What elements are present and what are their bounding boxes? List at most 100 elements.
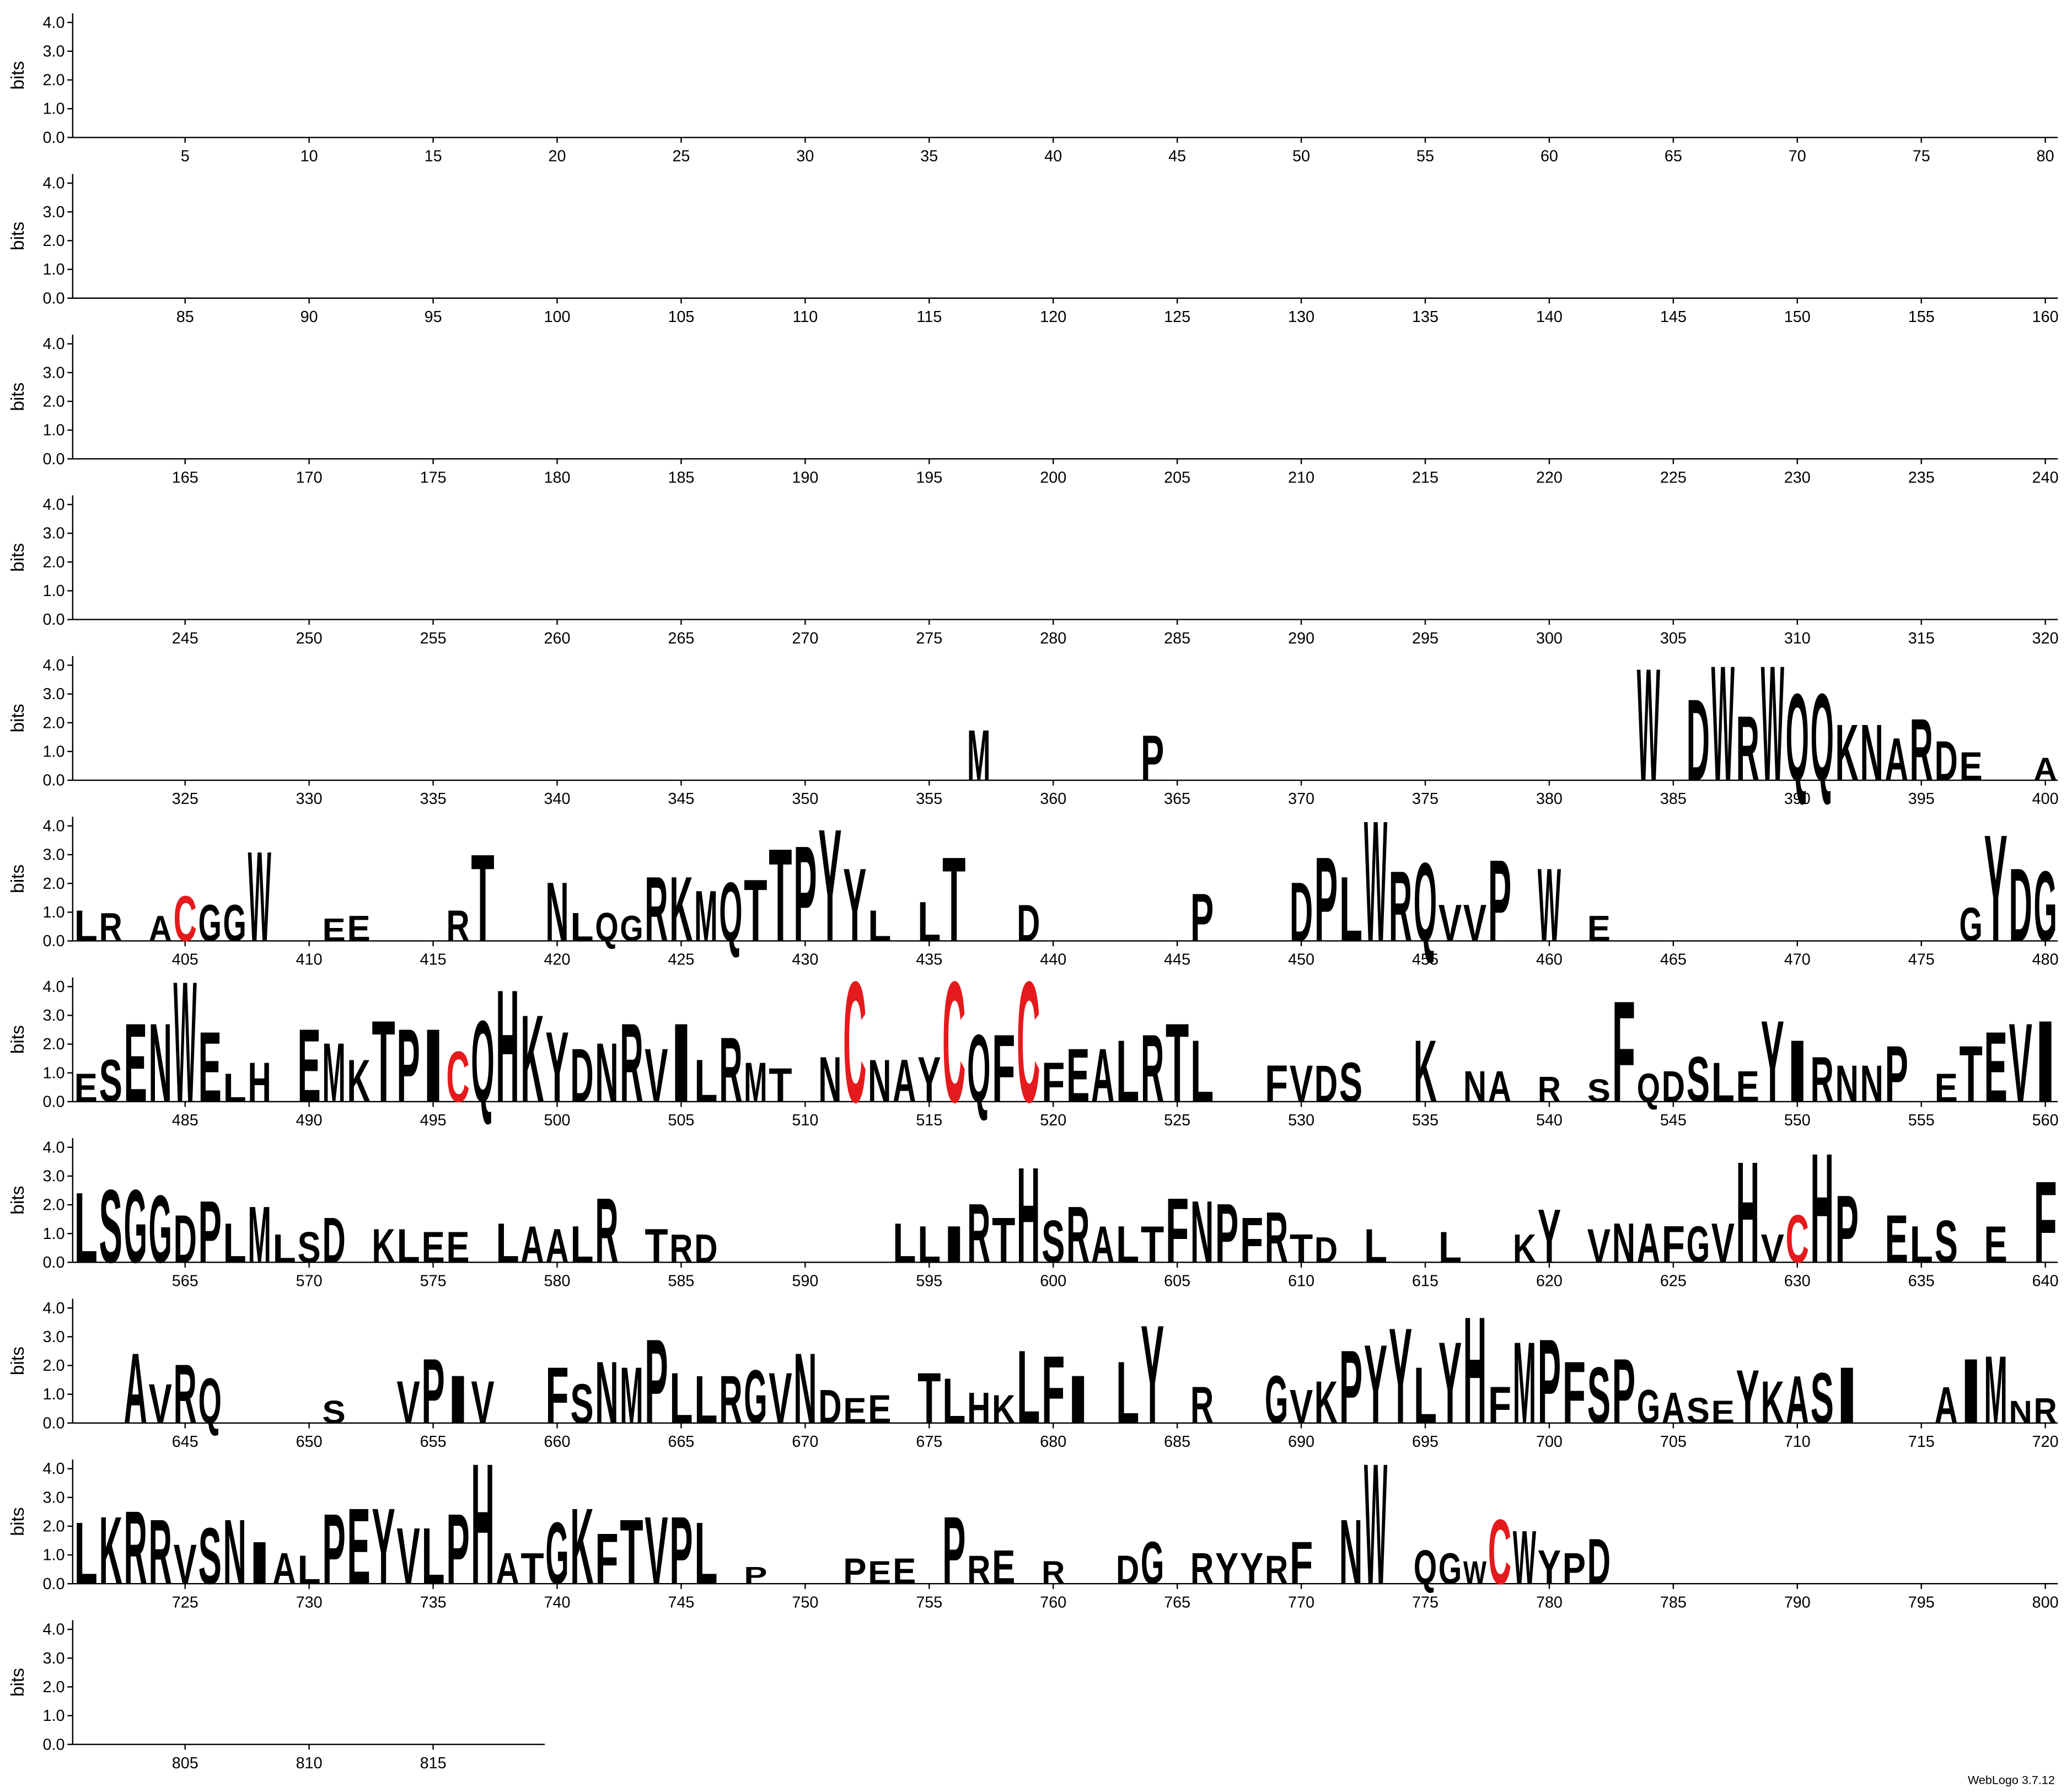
logo-letter: V: [396, 1511, 420, 1601]
logo-letter: S: [1935, 1208, 1958, 1275]
x-tick-label: 345: [668, 790, 694, 808]
x-tick-label: 150: [1784, 308, 1811, 326]
x-tick-label: 695: [1412, 1433, 1438, 1451]
logo-letter: D: [694, 1226, 717, 1271]
logo-letter: F: [1488, 1376, 1511, 1435]
logo-letter: T: [471, 828, 494, 967]
x-tick-label: 505: [668, 1112, 694, 1129]
x-tick-label: 605: [1164, 1273, 1190, 1290]
logo-letter: F: [1662, 1215, 1685, 1274]
logo-letter: E: [198, 1011, 222, 1123]
x-tick-label: 115: [916, 308, 942, 326]
x-tick-label: 125: [1164, 308, 1190, 326]
x-tick-label: 285: [1164, 630, 1190, 647]
logo-letter: K: [99, 1497, 122, 1605]
logo-letter: R: [669, 1226, 693, 1271]
logo-letter: G: [2034, 850, 2057, 962]
logo-letter: E: [1885, 1201, 1908, 1277]
logo-letter: R: [1141, 1015, 1164, 1123]
x-tick-label: 495: [420, 1112, 447, 1129]
x-tick-label: 385: [1660, 790, 1687, 808]
x-tick-label: 540: [1536, 1112, 1563, 1129]
x-tick-label: 160: [2032, 308, 2059, 326]
x-tick-label: 580: [544, 1273, 571, 1290]
logo-letter: G: [545, 1504, 568, 1602]
x-tick-label: 355: [916, 790, 942, 808]
logo-letter: Y: [1141, 1296, 1164, 1453]
x-tick-label: 330: [296, 790, 323, 808]
logo-letter: T: [942, 832, 965, 967]
y-axis-label: bits: [8, 1186, 28, 1215]
y-tick-label: 1.0: [42, 261, 65, 278]
logo-letter: P: [1190, 879, 1214, 956]
logo-letter: Q: [1637, 1066, 1660, 1110]
y-tick-label: 0.0: [42, 772, 65, 790]
logo-letter: R: [1190, 1376, 1214, 1435]
y-tick-label: 1.0: [42, 1386, 65, 1403]
x-tick-label: 45: [1168, 147, 1186, 165]
logo-letter: L: [694, 1504, 717, 1602]
logo-letter: E: [1960, 744, 1983, 789]
x-tick-label: 90: [300, 308, 318, 326]
logo-letter: C: [843, 946, 866, 1139]
y-tick-label: 2.0: [42, 875, 65, 893]
logo-letter: I: [942, 1215, 965, 1274]
x-tick-label: 650: [296, 1433, 323, 1451]
x-tick-label: 265: [668, 630, 694, 647]
logo-letter: S: [1687, 1044, 1710, 1115]
x-tick-label: 270: [792, 630, 818, 647]
logo-letter: Q: [967, 1015, 990, 1123]
x-tick-label: 775: [1412, 1594, 1438, 1611]
logo-letter: Y: [1538, 1540, 1561, 1594]
y-tick-label: 0.0: [42, 1093, 65, 1111]
logo-letter: L: [1116, 1022, 1139, 1120]
y-tick-label: 0.0: [42, 932, 65, 950]
logo-letter: L: [74, 1504, 98, 1602]
logo-letter: L: [74, 900, 98, 950]
y-tick-label: 4.0: [42, 175, 65, 192]
logo-letter: L: [496, 1211, 519, 1274]
logo-letter: L: [1364, 1219, 1387, 1273]
x-tick-label: 185: [668, 469, 694, 486]
logo-letter: D: [2009, 847, 2032, 963]
logo-letter: Y: [917, 1044, 941, 1115]
logo-letter: M: [322, 1026, 345, 1120]
logo-letter: K: [1835, 707, 1859, 797]
logo-letter: Q: [1811, 668, 1834, 807]
logo-letter: V: [1438, 894, 1462, 952]
x-tick-label: 430: [792, 951, 818, 969]
logo-letter: Y: [545, 1011, 568, 1123]
y-tick-label: 1.0: [42, 1707, 65, 1725]
x-tick-label: 455: [1412, 951, 1438, 969]
y-tick-label: 3.0: [42, 525, 65, 543]
x-tick-label: 490: [296, 1112, 323, 1129]
y-tick-label: 3.0: [42, 846, 65, 864]
logo-letter: H: [1017, 1139, 1040, 1291]
x-tick-label: 560: [2032, 1112, 2059, 1129]
x-tick-label: 50: [1292, 147, 1310, 165]
logo-letter: N: [793, 1332, 817, 1445]
x-tick-label: 250: [296, 630, 323, 647]
x-tick-label: 595: [916, 1273, 942, 1290]
logo-letter: K: [669, 857, 693, 961]
logo-letter: F: [1042, 1051, 1065, 1114]
logo-letter: S: [1687, 1391, 1710, 1431]
y-tick-label: 3.0: [42, 42, 65, 60]
logo-letter: G: [1960, 897, 1983, 951]
x-tick-label: 770: [1288, 1594, 1314, 1611]
x-tick-label: 425: [668, 951, 694, 969]
x-tick-label: 370: [1288, 790, 1314, 808]
logo-letter: P: [322, 1493, 345, 1605]
logo-letter: F: [1042, 1337, 1065, 1444]
y-tick-label: 2.0: [42, 72, 65, 89]
logo-letter: H: [1811, 1121, 1834, 1296]
logo-letter: Y: [1438, 1318, 1462, 1448]
logo-letter: N: [595, 1343, 618, 1442]
y-tick-label: 2.0: [42, 1197, 65, 1214]
x-tick-label: 470: [1784, 951, 1811, 969]
logo-letter: T: [520, 1543, 544, 1593]
logo-letter: E: [1587, 908, 1611, 948]
logo-letter: W: [1637, 635, 1661, 814]
x-tick-label: 765: [1164, 1594, 1190, 1611]
logo-letter: N: [868, 1048, 891, 1115]
